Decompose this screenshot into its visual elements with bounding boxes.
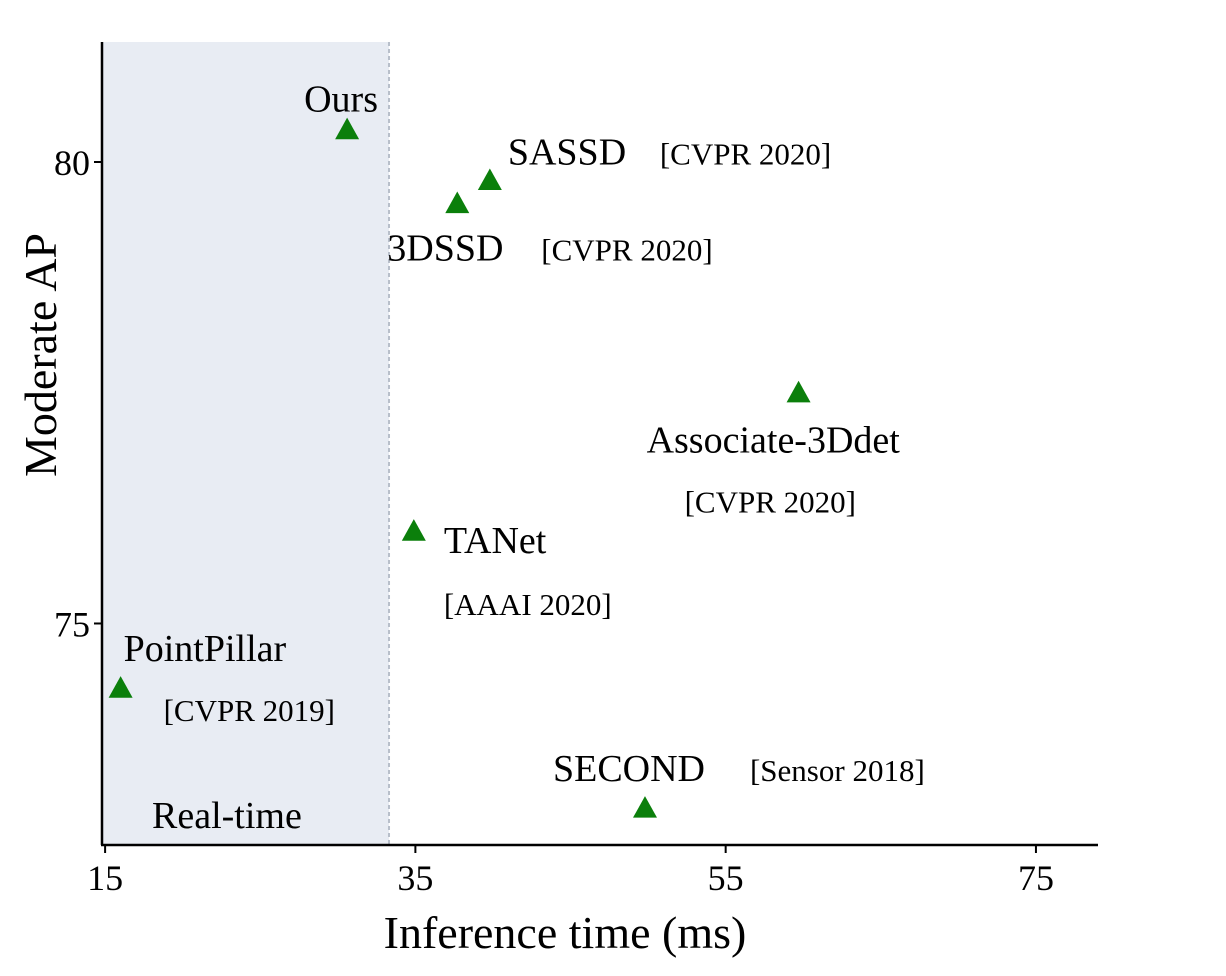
data-point-ours	[335, 117, 360, 140]
y-axis-title: Moderate AP	[15, 233, 66, 477]
point-venue-label: [Sensor 2018]	[750, 753, 925, 788]
data-point-associate-3ddet	[786, 380, 811, 403]
data-points	[108, 117, 811, 818]
x-axis-ticks: 15 35 55 75	[87, 845, 1054, 898]
x-tick-label: 55	[708, 858, 744, 898]
point-name-label: Associate-3Ddet	[647, 420, 901, 462]
data-point-3dssd	[445, 191, 470, 214]
point-name-label: PointPillar	[124, 628, 287, 670]
x-tick-label: 35	[397, 858, 433, 898]
point-venue-label: [AAAI 2020]	[444, 587, 612, 622]
y-axis-ticks: 75 80	[54, 143, 102, 644]
x-axis-title: Inference time (ms)	[384, 907, 747, 958]
data-point-second	[632, 796, 657, 818]
point-name-label: SECOND	[553, 748, 705, 790]
point-name-label: 3DSSD	[387, 228, 503, 270]
data-point-tanet	[401, 519, 426, 541]
point-venue-label: [CVPR 2020]	[660, 136, 831, 171]
point-name-label: TANet	[444, 520, 547, 562]
x-tick-label: 15	[87, 858, 123, 898]
point-venue-label: [CVPR 2020]	[541, 233, 712, 268]
point-labels: Ours SASSD [CVPR 2020] 3DSSD [CVPR 2020] Asso…	[124, 79, 925, 790]
data-point-sassd	[477, 168, 502, 191]
y-tick-label: 80	[54, 143, 90, 183]
data-point-pointpillar	[108, 676, 133, 698]
realtime-label: Real-time	[152, 795, 302, 837]
point-name-label: Ours	[304, 79, 378, 121]
point-venue-label: [CVPR 2020]	[685, 485, 856, 520]
realtime-region	[102, 42, 390, 845]
x-tick-label: 75	[1018, 858, 1054, 898]
y-tick-label: 75	[54, 604, 90, 644]
point-venue-label: [CVPR 2019]	[164, 693, 335, 728]
point-name-label: SASSD	[508, 131, 626, 173]
